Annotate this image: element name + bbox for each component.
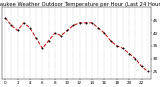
Title: Milwaukee Weather Outdoor Temperature per Hour (Last 24 Hours): Milwaukee Weather Outdoor Temperature pe… [0,2,160,7]
